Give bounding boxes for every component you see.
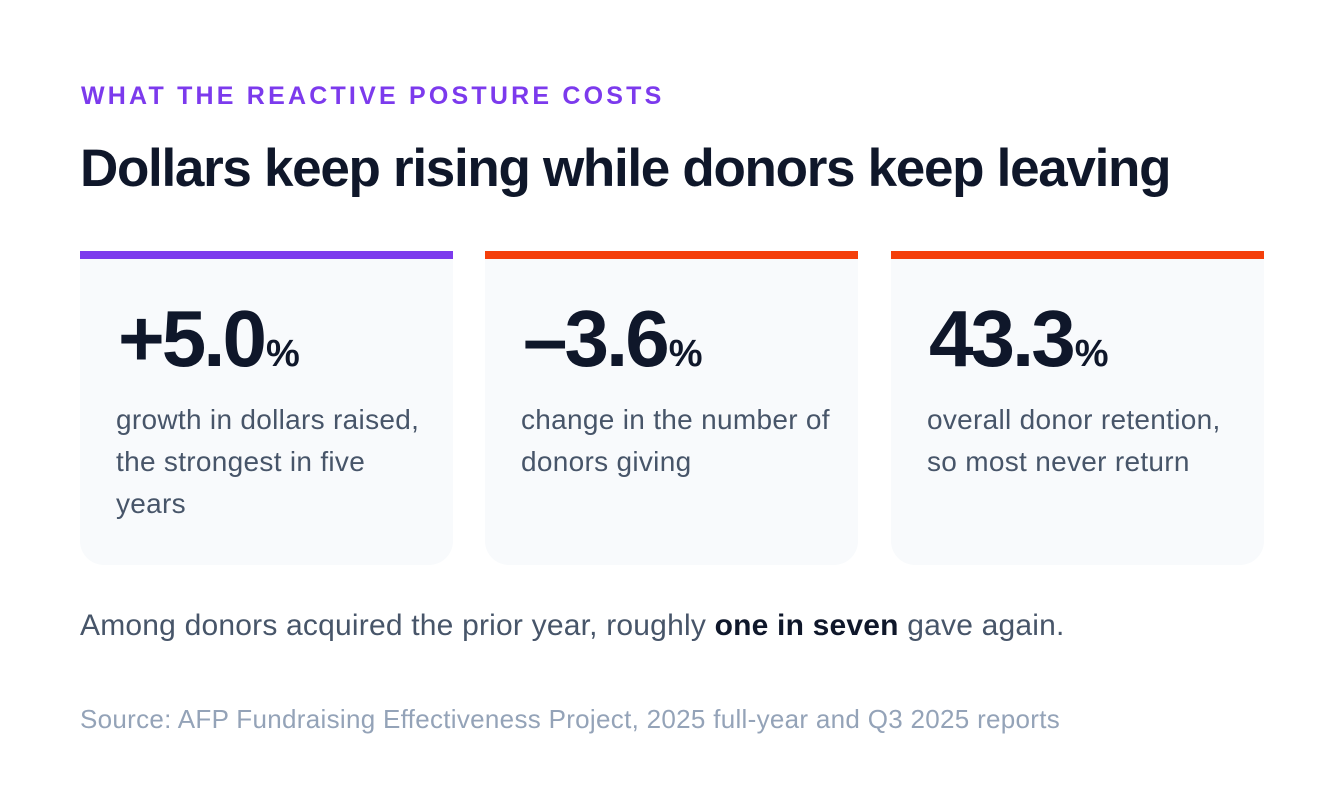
stat-card-dollars: +5.0% growth in dollars raised, the stro…	[80, 251, 453, 565]
stat-number: 43.3	[929, 294, 1076, 383]
eyebrow-label: WHAT THE REACTIVE POSTURE COSTS	[81, 82, 665, 110]
stat-unit: %	[1074, 333, 1109, 375]
stat-description: overall donor retention, so most never r…	[927, 404, 1221, 477]
page-title: Dollars keep rising while donors keep le…	[80, 139, 1171, 198]
stat-value: –3.6%	[523, 293, 703, 385]
stat-description: change in the number of donors giving	[521, 404, 830, 477]
stat-cards: +5.0% growth in dollars raised, the stro…	[80, 251, 1264, 565]
card-accent-bar	[80, 251, 453, 259]
stat-number: –3.6	[523, 294, 670, 383]
stat-card-donors: –3.6% change in the number of donors giv…	[485, 251, 858, 565]
summary-note: Among donors acquired the prior year, ro…	[80, 609, 1065, 643]
stat-unit: %	[668, 333, 703, 375]
note-emphasis: one in seven	[714, 609, 899, 642]
note-prefix: Among donors acquired the prior year, ro…	[80, 609, 715, 642]
card-accent-bar	[891, 251, 1264, 259]
stat-value: 43.3%	[929, 293, 1109, 385]
stat-card-retention: 43.3% overall donor retention, so most n…	[891, 251, 1264, 565]
stat-value: +5.0%	[118, 293, 300, 385]
card-accent-bar	[485, 251, 858, 259]
stat-unit: %	[265, 333, 300, 375]
source-citation: Source: AFP Fundraising Effectiveness Pr…	[80, 704, 1061, 734]
stat-number: +5.0	[118, 294, 267, 383]
stat-description: growth in dollars raised, the strongest …	[116, 404, 420, 519]
note-suffix: gave again.	[898, 609, 1065, 642]
